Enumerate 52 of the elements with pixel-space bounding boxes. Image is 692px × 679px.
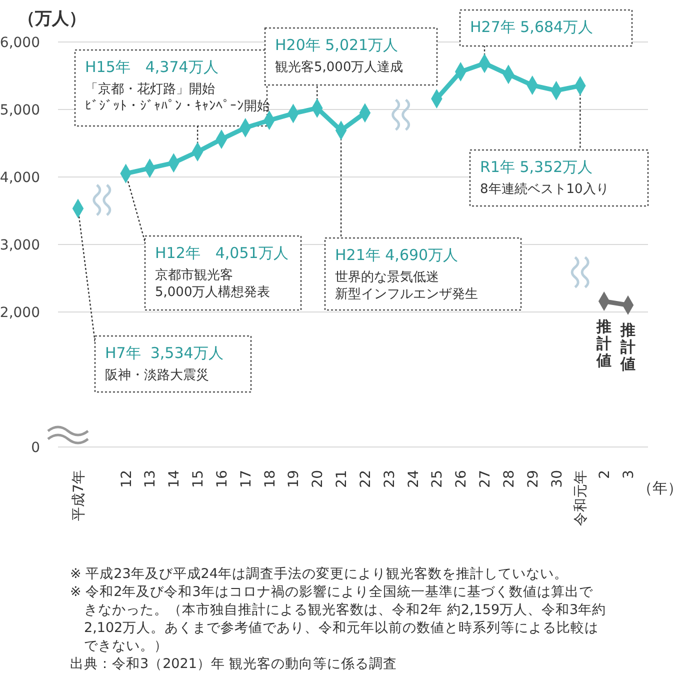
- x-tick-label: 17: [238, 470, 254, 488]
- x-tick-label: 28: [501, 470, 518, 488]
- annotation: 新型インフルエンザ発生: [335, 287, 478, 302]
- text: ※ 平成23年及び平成24年は調査手法の変更により観光客数を推計していない。: [70, 566, 568, 582]
- annotation: H7年 3,534万人: [105, 344, 224, 362]
- x-tick-label: 25: [430, 470, 446, 488]
- x-tick-label: 18: [262, 470, 278, 488]
- annotation: 推計値: [620, 321, 636, 374]
- annotation: ﾋﾞｼﾞｯﾄ・ｼﾞｬﾊﾟﾝ・ｷｬﾝﾍﾟｰﾝ開始: [85, 99, 270, 114]
- x-tick-label: 21: [334, 470, 350, 488]
- annotation: R1年 5,352万人: [480, 158, 593, 176]
- x-tick-label: 29: [525, 470, 542, 488]
- y-tick-label: 5,000: [0, 102, 40, 118]
- y-tick-label: 6,000: [0, 35, 40, 51]
- annotation: 「京都・花灯路」開始: [85, 82, 215, 97]
- annotation: 世界的な景気低迷: [335, 270, 439, 285]
- annotation: 8年連続ベスト10入り: [480, 182, 609, 197]
- annotation: 推計値: [596, 317, 612, 370]
- annotation: H20年 5,021万人: [275, 36, 398, 54]
- x-tick-label: 3: [621, 470, 637, 479]
- x-tick-label: 20: [310, 470, 326, 488]
- annotation: 京都市観光客: [155, 267, 233, 283]
- x-tick-label: 27: [478, 470, 494, 488]
- x-tick-label: 13: [142, 470, 159, 488]
- annotation: H12年 4,051万人: [155, 244, 288, 262]
- y-tick-label: 2,000: [0, 305, 40, 321]
- annotation: H15年 4,374万人: [85, 58, 218, 76]
- x-axis-title: （年）: [638, 479, 682, 497]
- source-note: 出典：令和3（2021）年 観光客の動向等に係る調査: [70, 656, 398, 672]
- x-tick-label: 2: [597, 470, 614, 479]
- x-tick-label: 24: [406, 470, 422, 488]
- x-tick-label: 22: [358, 470, 374, 488]
- annotation: H27年 5,684万人: [470, 18, 594, 36]
- annotation: 観光客5,000万人達成: [275, 59, 404, 75]
- annotation: H21年 4,690万人: [335, 246, 458, 264]
- x-tick-label: 令和元年: [573, 470, 590, 526]
- x-tick-label: 16: [214, 470, 230, 488]
- x-tick-label: 26: [454, 470, 470, 488]
- annotation: 阪神・淡路大震災: [105, 368, 209, 383]
- y-axis-title: （万人）: [18, 9, 86, 29]
- x-tick-label: 15: [190, 470, 207, 488]
- y-tick-label: 4,000: [0, 170, 40, 186]
- x-tick-label: 23: [382, 470, 398, 488]
- annotation: 5,000万人構想発表: [155, 285, 270, 300]
- x-tick-label: 平成7年: [71, 470, 87, 521]
- text: ※ 令和2年及び令和3年はコロナ禍の影響により全国統一基準に基づく数値は算出できなかった。（本市独自推計による観光客数は、令和2年 約2,159万人、令和3年約2,102万人。あくまで参考値であり、令和元年以前の数値と時系列等による比較はできない。）: [70, 584, 606, 654]
- y-tick-label: 0: [31, 440, 40, 456]
- x-tick-label: 30: [549, 470, 566, 488]
- y-tick-label: 3,000: [0, 238, 40, 254]
- x-tick-label: 14: [166, 470, 183, 488]
- x-tick-label: 12: [118, 470, 135, 488]
- x-tick-label: 19: [286, 470, 302, 488]
